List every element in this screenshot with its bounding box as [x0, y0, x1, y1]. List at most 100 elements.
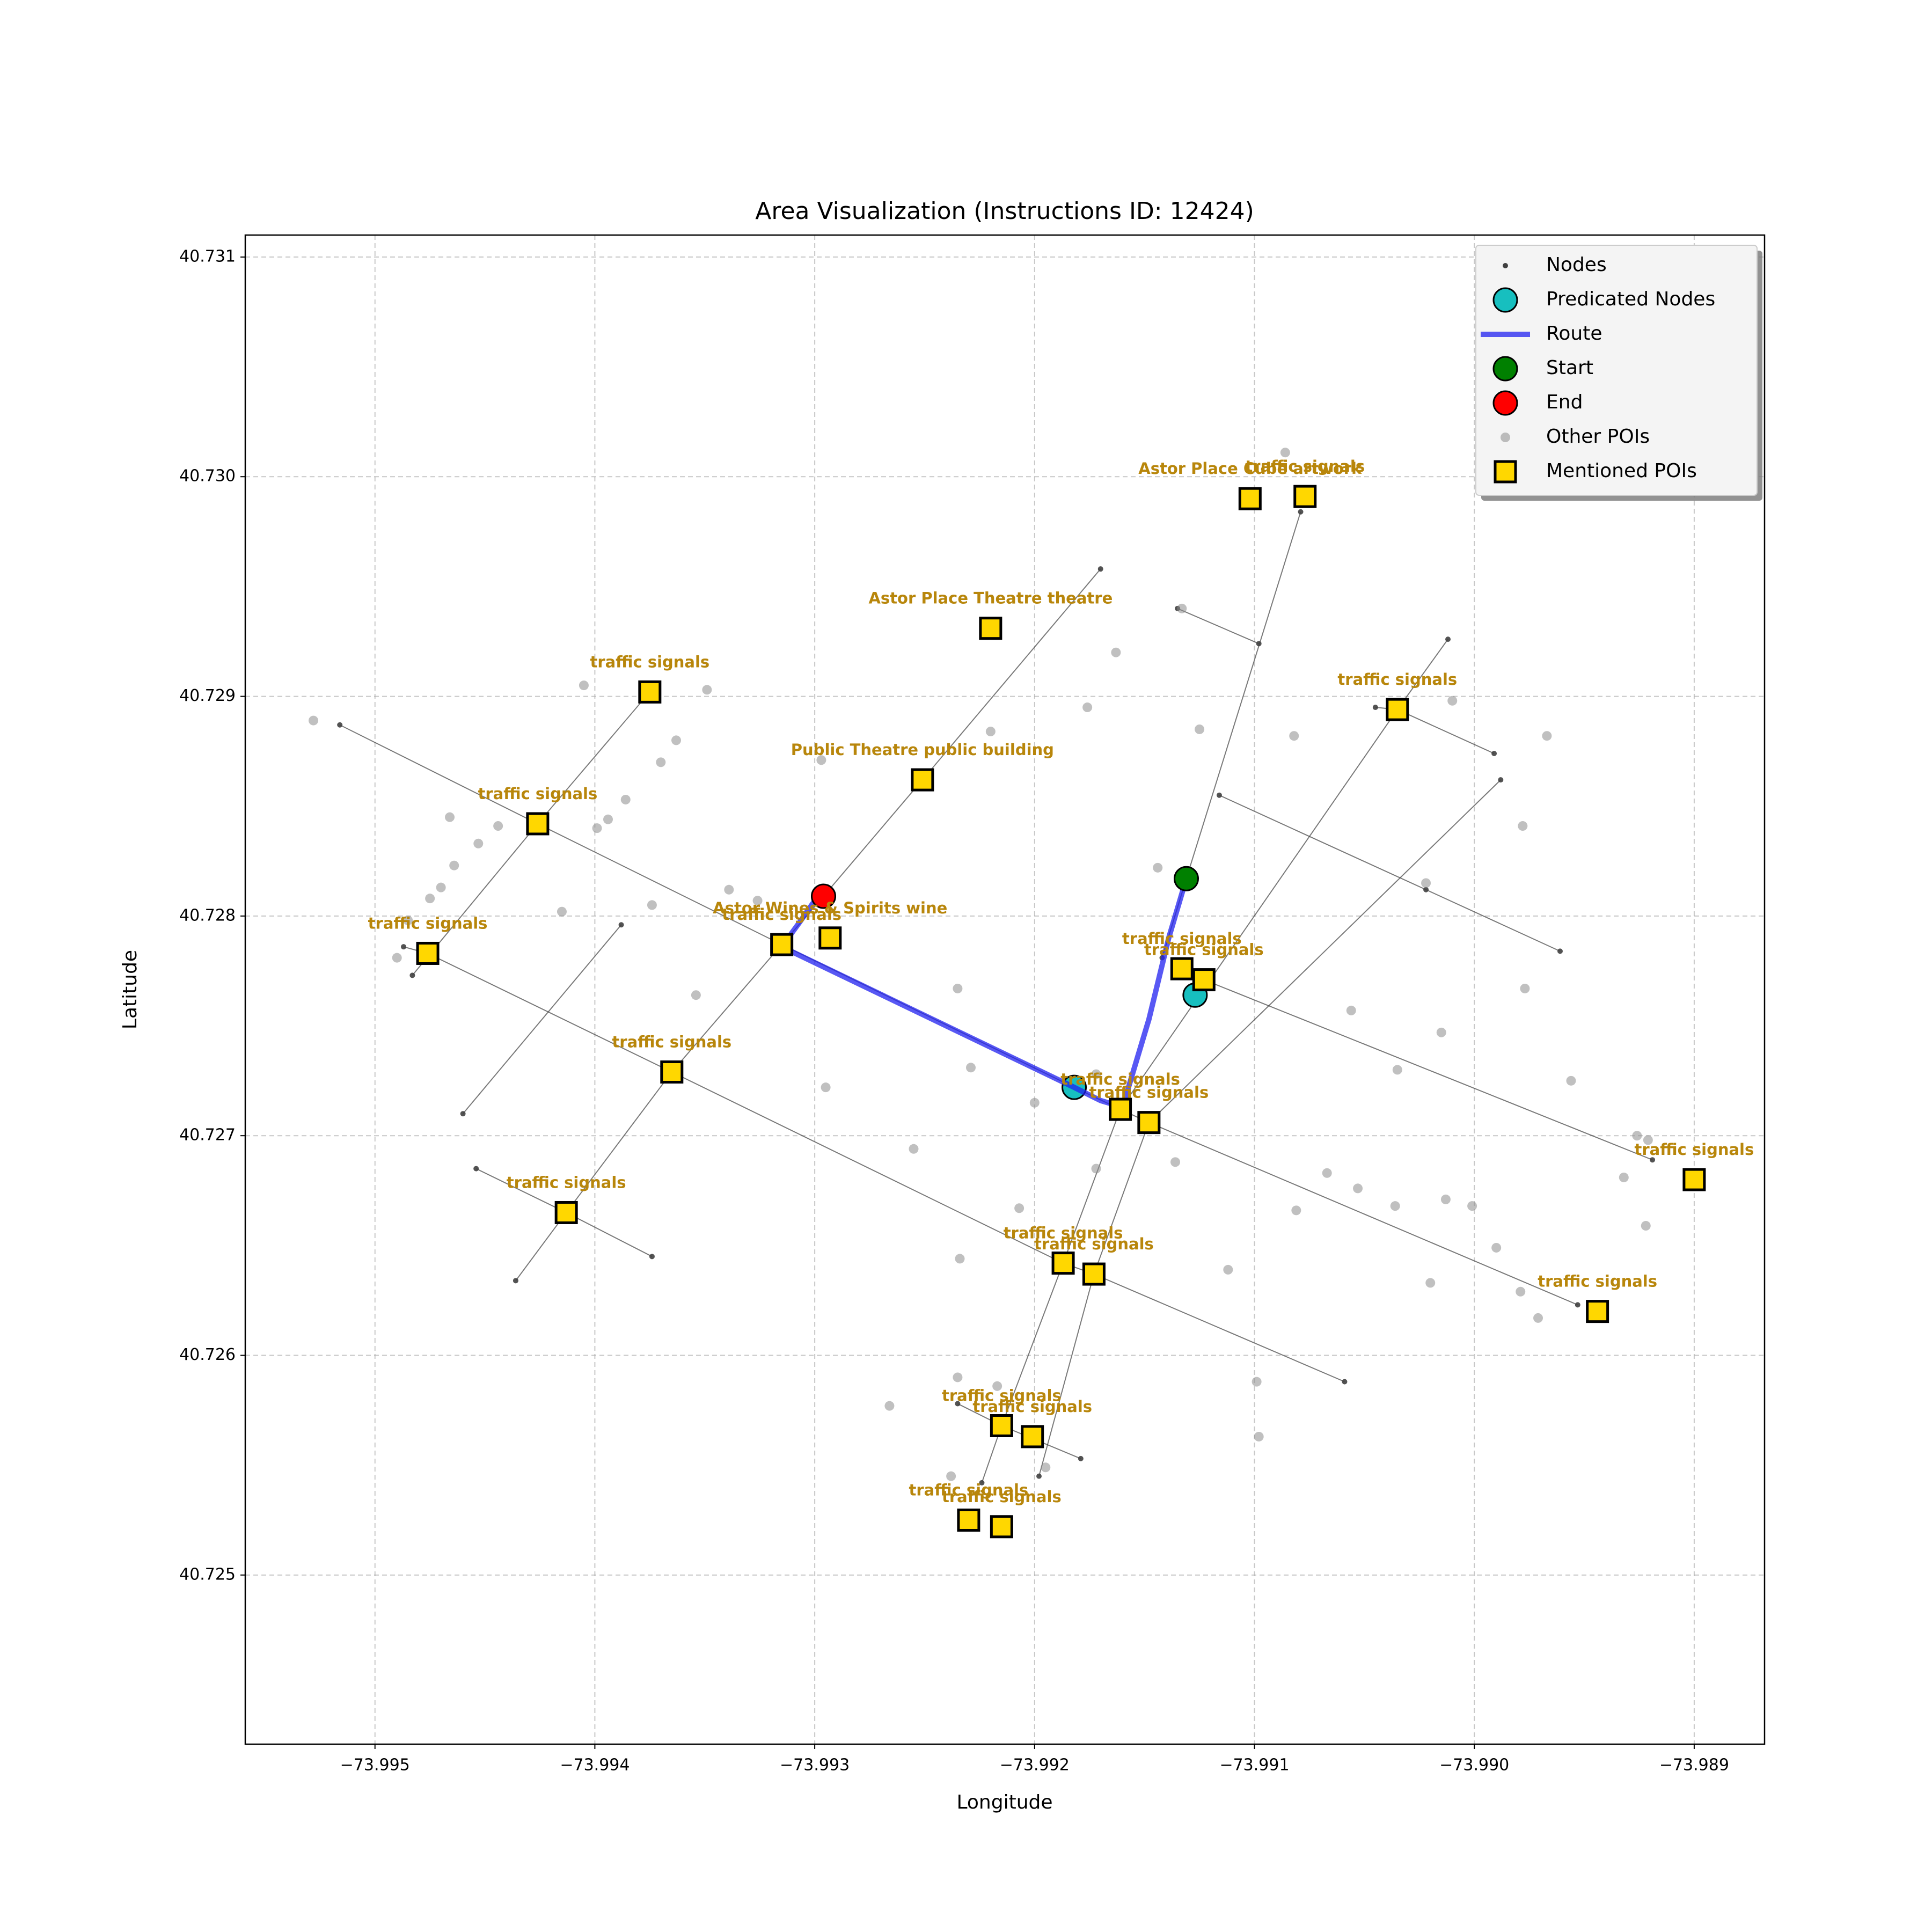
poi-point: [821, 1082, 831, 1093]
poi-point: [425, 894, 435, 904]
poi-point: [1223, 1264, 1233, 1275]
poi-label: traffic signals: [590, 653, 709, 671]
chart-title: Area Visualization (Instructions ID: 124…: [755, 197, 1254, 225]
poi-point: [403, 916, 413, 926]
poi-point: [909, 1144, 919, 1154]
poi-point: [1641, 1221, 1651, 1231]
poi-point: [1111, 647, 1121, 657]
poi-label: traffic signals: [1245, 457, 1365, 475]
poi-point: [953, 1372, 963, 1382]
poi-label: Astor Wines & Spirits wine: [713, 899, 947, 917]
poi-point: [1542, 731, 1552, 741]
poi-point: [1491, 1242, 1502, 1253]
poi-label: traffic signals: [478, 785, 598, 803]
node: [1445, 636, 1451, 642]
poi-point: [1421, 878, 1431, 888]
y-tick-label: 40.729: [179, 686, 236, 705]
poi-point: [671, 735, 682, 745]
legend: Nodes Predicated Nodes Route Start End Other …: [1475, 245, 1762, 501]
legend-label: Other POIs: [1546, 426, 1650, 448]
poi-point: [955, 1254, 965, 1264]
poi-point: [1518, 821, 1528, 831]
poi-marker: [818, 926, 842, 950]
poi-point: [1291, 1205, 1301, 1216]
poi-point: [1440, 1194, 1451, 1204]
poi-point: [1153, 862, 1163, 873]
node: [955, 1401, 961, 1407]
legend-label: Route: [1546, 323, 1602, 345]
street: [1177, 608, 1260, 645]
legend-box: [1475, 245, 1758, 496]
plot-frame: [244, 234, 1766, 1745]
poi-label: traffic signals: [507, 1173, 626, 1191]
node: [1216, 792, 1222, 798]
poi-point: [1632, 1131, 1642, 1141]
legend-handle: [1503, 263, 1508, 268]
node: [400, 944, 406, 950]
poi-point: [647, 900, 657, 910]
node: [1498, 777, 1504, 783]
poi-marker: [526, 812, 550, 836]
node: [1097, 566, 1103, 572]
poi-label: traffic signals: [1034, 1235, 1154, 1253]
legend-handle: [1492, 356, 1518, 382]
poi-point: [992, 1381, 1002, 1391]
poi-marker: [1109, 1097, 1132, 1121]
poi-point: [656, 757, 666, 767]
node: [1298, 509, 1304, 515]
poi-point: [473, 838, 484, 848]
poi-marker: [1238, 487, 1262, 510]
x-tick-label: −73.990: [1439, 1756, 1509, 1775]
legend-label: Nodes: [1546, 254, 1607, 276]
poi-point: [1346, 1005, 1356, 1015]
poi-point: [1516, 1286, 1526, 1297]
y-tick-label: 40.725: [179, 1565, 236, 1584]
poi-label: traffic signals: [942, 1488, 1062, 1506]
poi-point: [603, 814, 613, 824]
poi-point: [1425, 1278, 1436, 1288]
poi-label: traffic signals: [368, 914, 488, 932]
poi-point: [1447, 696, 1458, 706]
poi-label: traffic signals: [972, 1397, 1092, 1416]
x-tick-label: −73.995: [340, 1756, 410, 1775]
y-tick-label: 40.726: [179, 1345, 236, 1364]
node: [979, 1480, 985, 1485]
poi-marker: [1082, 1262, 1106, 1286]
poi-label: traffic signals: [722, 905, 841, 924]
poi-point: [1254, 1431, 1264, 1441]
y-axis-label: Latitude: [119, 950, 141, 1029]
poi-point: [592, 823, 602, 833]
poi-point: [965, 1063, 976, 1073]
y-tick-label: 40.728: [179, 906, 236, 925]
poi-marker: [1586, 1300, 1609, 1323]
poi-point: [557, 906, 567, 917]
poi-point: [1619, 1172, 1629, 1182]
poi-point: [445, 812, 455, 822]
street: [462, 924, 622, 1114]
poi-point: [884, 1401, 895, 1411]
x-tick-label: −73.992: [1000, 1756, 1070, 1775]
x-axis-label: Longitude: [956, 1791, 1052, 1813]
x-tick-label: −73.994: [560, 1756, 630, 1775]
y-tick-label: 40.730: [179, 467, 236, 486]
poi-point: [985, 727, 996, 737]
poi-point: [1252, 1377, 1262, 1387]
node: [473, 1166, 479, 1172]
node: [1342, 1379, 1348, 1385]
poi-marker: [1682, 1168, 1706, 1191]
poi-point: [1533, 1313, 1543, 1323]
legend-label: Mentioned POIs: [1546, 460, 1697, 482]
node: [1557, 948, 1563, 954]
poi-marker: [911, 768, 934, 792]
node: [337, 722, 343, 728]
poi-point: [1520, 983, 1530, 993]
poi-point: [946, 1471, 956, 1481]
poi-marker: [1021, 1425, 1044, 1448]
poi-point: [1280, 448, 1290, 458]
poi-point: [436, 882, 446, 892]
poi-marker: [554, 1201, 578, 1224]
poi-point: [724, 884, 734, 895]
poi-marker: [1293, 485, 1317, 508]
poi-point: [752, 896, 763, 906]
